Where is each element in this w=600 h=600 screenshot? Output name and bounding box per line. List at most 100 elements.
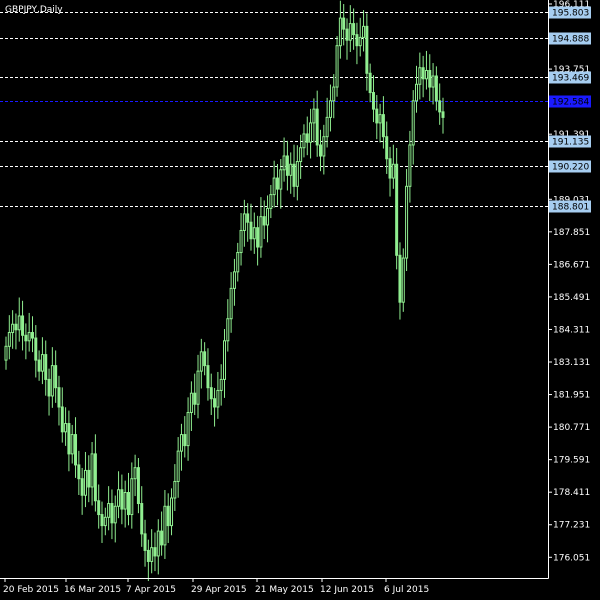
x-axis-ticks: 20 Feb 2015 16 Mar 2015 7 Apr 2015 29 Apr 2… bbox=[3, 578, 429, 595]
candle-body-bear bbox=[285, 155, 289, 176]
candle bbox=[345, 18, 349, 60]
candle-body-bear bbox=[146, 549, 150, 562]
candle bbox=[113, 495, 117, 543]
candle bbox=[50, 347, 54, 408]
candle bbox=[57, 375, 61, 426]
candle bbox=[434, 66, 438, 111]
candle-body-bear bbox=[166, 505, 170, 527]
candle bbox=[34, 325, 38, 378]
candle bbox=[74, 417, 78, 478]
candle-body-bull bbox=[150, 547, 154, 562]
candle bbox=[365, 13, 369, 91]
candle bbox=[381, 96, 385, 149]
candle bbox=[173, 464, 177, 511]
candle bbox=[17, 297, 21, 342]
candle bbox=[282, 137, 286, 182]
candle-body-bear bbox=[47, 378, 51, 397]
candle-body-bear bbox=[126, 491, 130, 516]
candle-body-bear bbox=[315, 108, 319, 146]
candle-body-bull bbox=[332, 86, 336, 102]
price-level-label: 194.888 bbox=[552, 35, 589, 45]
candle bbox=[14, 313, 18, 350]
candle-body-bull bbox=[83, 469, 87, 496]
candle bbox=[322, 124, 326, 175]
candle bbox=[431, 63, 435, 105]
candle bbox=[285, 140, 289, 191]
price-level-label: 191.135 bbox=[552, 138, 589, 148]
candle-body-bear bbox=[140, 503, 144, 535]
candle bbox=[11, 310, 15, 349]
y-tick-label: 177.231 bbox=[553, 521, 590, 531]
candle-body-bull bbox=[173, 480, 177, 499]
candle bbox=[272, 160, 276, 208]
candle-body-bull bbox=[27, 332, 31, 342]
candle bbox=[196, 354, 200, 419]
candle-body-bull bbox=[133, 467, 137, 480]
candle bbox=[93, 434, 97, 512]
candle-body-bear bbox=[193, 392, 197, 405]
candle-body-bull bbox=[17, 315, 21, 331]
candle bbox=[305, 116, 309, 156]
y-tick-label: 186.671 bbox=[553, 260, 590, 270]
candle-body-bull bbox=[405, 185, 409, 259]
candle bbox=[160, 511, 164, 556]
candle-body-bull bbox=[4, 345, 8, 361]
candle-body-bear bbox=[57, 387, 61, 408]
candle bbox=[199, 338, 203, 389]
candle bbox=[156, 519, 160, 575]
candle-body-bear bbox=[352, 23, 356, 36]
candle bbox=[146, 539, 150, 582]
candle-body-bull bbox=[295, 161, 299, 187]
candle bbox=[213, 387, 217, 427]
candle bbox=[54, 350, 58, 403]
candle-body-bear bbox=[249, 221, 253, 240]
candle bbox=[120, 474, 124, 525]
candle-body-bull bbox=[232, 271, 236, 289]
candle-body-bear bbox=[77, 464, 81, 480]
candle-body-bull bbox=[11, 323, 15, 334]
candle-body-bear bbox=[100, 514, 104, 527]
price-level-label-box bbox=[549, 135, 591, 148]
y-tick-label: 179.591 bbox=[553, 456, 590, 466]
candle bbox=[368, 63, 372, 103]
candle bbox=[249, 203, 253, 251]
candle bbox=[7, 315, 11, 360]
candle-body-bear bbox=[80, 478, 84, 496]
candle bbox=[395, 148, 399, 270]
x-tick-label: 12 Jun 2015 bbox=[320, 585, 374, 595]
candle-body-bear bbox=[160, 530, 164, 546]
candle bbox=[103, 507, 107, 536]
candle bbox=[60, 387, 64, 443]
candle-body-bear bbox=[44, 354, 48, 380]
candle-body-bull bbox=[266, 207, 270, 226]
price-level-label-box bbox=[549, 71, 591, 84]
candle bbox=[216, 371, 220, 419]
candle-body-bull bbox=[259, 216, 263, 248]
candle bbox=[123, 480, 127, 528]
y-tick-label: 191.391 bbox=[553, 130, 590, 140]
candle bbox=[47, 368, 51, 416]
candle-body-bull bbox=[229, 287, 233, 320]
candle bbox=[189, 381, 193, 431]
candle bbox=[256, 215, 260, 266]
candle bbox=[391, 144, 395, 189]
candle bbox=[262, 200, 266, 240]
x-tick-label: 20 Feb 2015 bbox=[3, 585, 59, 595]
candle bbox=[4, 336, 8, 370]
candle bbox=[418, 52, 422, 100]
candle-body-bull bbox=[196, 370, 200, 405]
candle bbox=[143, 519, 147, 567]
candle-body-bear bbox=[246, 213, 250, 223]
candle-body-bull bbox=[242, 213, 246, 231]
candle-body-bull bbox=[113, 505, 117, 524]
candle-body-bear bbox=[24, 334, 28, 342]
candle bbox=[77, 450, 81, 495]
y-tick-label: 180.771 bbox=[553, 423, 590, 433]
candle bbox=[100, 501, 104, 543]
candle-body-bear bbox=[275, 177, 279, 190]
candle-body-bear bbox=[21, 315, 25, 336]
candle bbox=[239, 213, 243, 266]
candle bbox=[229, 272, 233, 333]
candle-body-bull bbox=[401, 257, 405, 303]
